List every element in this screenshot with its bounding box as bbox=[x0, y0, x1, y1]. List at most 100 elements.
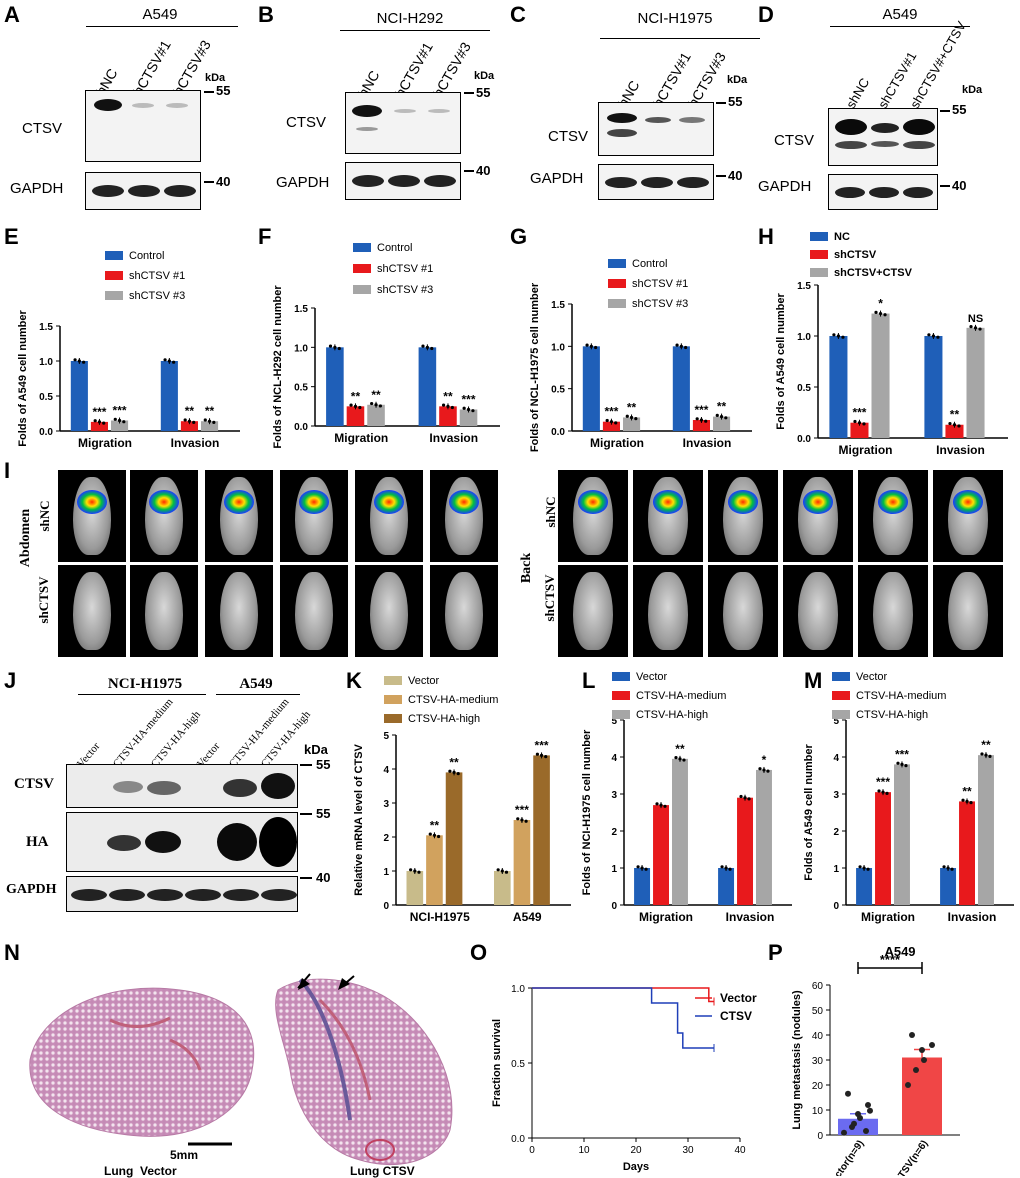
x-tick-label: CTSV(n=6) bbox=[892, 1138, 930, 1176]
significance-label: ** bbox=[981, 738, 991, 752]
bar bbox=[940, 868, 957, 905]
data-point bbox=[448, 769, 452, 773]
y-tick-label: 2 bbox=[611, 827, 617, 838]
legend-label: Vector bbox=[636, 671, 668, 683]
data-point bbox=[863, 1128, 869, 1134]
data-point bbox=[524, 819, 528, 823]
y-tick-label: 2 bbox=[383, 833, 389, 844]
x-tick-label: 30 bbox=[682, 1145, 694, 1156]
data-point bbox=[113, 417, 117, 421]
y-tick-label: 40 bbox=[812, 1031, 824, 1042]
y-tick-label: 0 bbox=[817, 1131, 823, 1142]
row-label: GAPDH bbox=[530, 170, 584, 187]
data-point bbox=[544, 755, 548, 759]
mouse-image bbox=[205, 565, 273, 657]
x-tick-label: Migration bbox=[334, 431, 388, 445]
data-point bbox=[896, 761, 900, 765]
data-point bbox=[942, 865, 946, 869]
bar-chart-k: 0 1 2 3 4 5 Relative mRNA level of CTSV NCI-H19… bbox=[353, 675, 571, 924]
y-tick-label: 3 bbox=[833, 790, 839, 801]
data-point bbox=[504, 870, 509, 874]
data-point bbox=[952, 423, 957, 427]
mouse-image bbox=[355, 470, 423, 562]
mw-marker: 55 bbox=[316, 757, 331, 772]
x-tick-label: Migration bbox=[590, 436, 644, 450]
mouse-image bbox=[205, 470, 273, 562]
row-label: CTSV bbox=[548, 128, 589, 145]
data-point bbox=[965, 799, 969, 803]
data-point bbox=[946, 866, 950, 870]
mw-marker: 55 bbox=[952, 102, 967, 117]
side-label: Abdomen bbox=[18, 508, 33, 568]
bar bbox=[978, 755, 994, 905]
significance-label: NS bbox=[968, 313, 983, 325]
legend-swatch bbox=[105, 251, 123, 260]
legend-label: CTSV-HA-medium bbox=[856, 690, 946, 702]
data-point bbox=[585, 343, 589, 347]
data-point bbox=[853, 419, 857, 424]
data-point bbox=[605, 418, 609, 423]
bar bbox=[346, 406, 365, 426]
significance-label: * bbox=[762, 753, 767, 767]
data-point bbox=[715, 413, 719, 418]
y-axis-label: Folds of A549 cell number bbox=[17, 310, 29, 447]
legend-swatch bbox=[608, 259, 626, 268]
mouse-image bbox=[130, 565, 198, 657]
data-point bbox=[841, 335, 845, 339]
x-tick-label: Vector(n=9) bbox=[826, 1138, 866, 1176]
legend-label: NC bbox=[834, 231, 850, 243]
row-label: CTSV bbox=[774, 132, 815, 149]
panel-letter-j: J bbox=[4, 668, 17, 693]
bar bbox=[966, 327, 985, 438]
y-tick-label: 5 bbox=[383, 731, 389, 742]
mouse-image bbox=[708, 470, 778, 562]
legend-swatch bbox=[384, 676, 402, 685]
y-tick-label: 0.0 bbox=[797, 434, 811, 445]
row-label: shCTSV bbox=[542, 574, 557, 622]
bar bbox=[602, 421, 620, 431]
row-label: CTSV bbox=[14, 776, 55, 792]
data-point bbox=[378, 404, 383, 408]
legend-swatch bbox=[105, 291, 123, 300]
data-point bbox=[328, 344, 333, 348]
data-point bbox=[516, 817, 520, 821]
section-label: Lung Vector bbox=[104, 1164, 177, 1178]
survival-line bbox=[532, 987, 714, 1003]
mouse-image bbox=[783, 470, 853, 562]
kda-label: kDa bbox=[727, 74, 748, 86]
data-point bbox=[841, 1129, 847, 1136]
data-point bbox=[724, 416, 728, 420]
data-point bbox=[948, 421, 952, 426]
blot-image bbox=[85, 172, 201, 210]
data-point bbox=[117, 418, 122, 423]
blot-image bbox=[66, 876, 298, 912]
row-label: GAPDH bbox=[6, 882, 57, 897]
data-point bbox=[867, 1107, 873, 1114]
y-tick-label: 1 bbox=[611, 864, 617, 875]
mouse-image bbox=[430, 470, 498, 562]
data-point bbox=[421, 344, 425, 348]
data-point bbox=[762, 768, 766, 772]
kda-label: kDa bbox=[474, 70, 495, 82]
row-label: GAPDH bbox=[758, 178, 812, 195]
data-point bbox=[409, 868, 413, 872]
blot-image bbox=[66, 764, 298, 808]
significance-label: *** bbox=[92, 405, 106, 419]
y-tick-label: 1.5 bbox=[551, 300, 565, 311]
significance-label: ** bbox=[950, 408, 960, 422]
legend-label: Vector bbox=[408, 675, 440, 687]
panel-letter-b: B bbox=[258, 2, 274, 27]
data-point bbox=[82, 360, 86, 364]
legend-label: shCTSV #3 bbox=[632, 298, 688, 310]
data-point bbox=[931, 334, 936, 338]
data-point bbox=[909, 1032, 915, 1038]
bar-chart-f: 0.0 0.5 1.0 1.5 Folds of NCL-H292 cell numbe… bbox=[272, 242, 500, 449]
data-point bbox=[207, 419, 212, 423]
bar bbox=[459, 409, 478, 426]
y-tick-label: 0.0 bbox=[39, 427, 53, 438]
y-axis-label: Folds of NCI-H1975 cell number bbox=[581, 729, 593, 895]
bar bbox=[894, 764, 910, 905]
data-point bbox=[684, 345, 688, 350]
data-point bbox=[374, 403, 378, 407]
data-point bbox=[857, 421, 862, 425]
